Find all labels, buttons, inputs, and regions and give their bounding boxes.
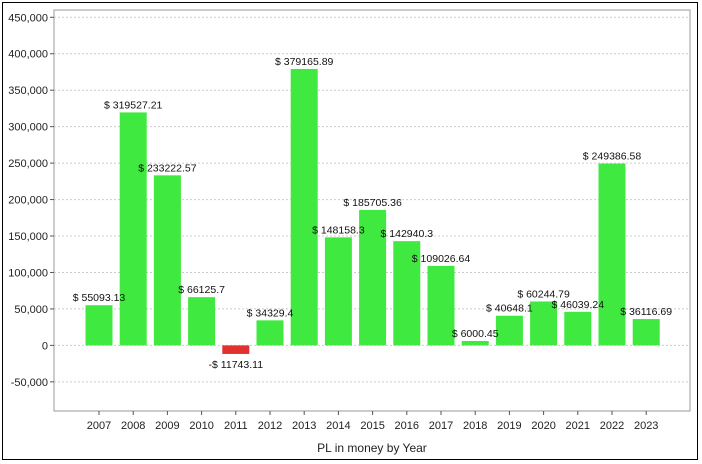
data-label-2017: $ 109026.64 bbox=[412, 253, 471, 265]
x-axis-ticks: 2007 2008 2009 2010 2011 2012 2013 2014 2015 2016… bbox=[87, 411, 658, 432]
x-tick-label: 2010 bbox=[189, 420, 213, 432]
data-label-2012: $ 34329.4 bbox=[247, 307, 294, 319]
data-label-2015: $ 185705.36 bbox=[343, 197, 402, 209]
bar-2023 bbox=[632, 319, 660, 346]
x-tick-label: 2018 bbox=[463, 420, 487, 432]
data-label-2011: -$ 11743.11 bbox=[209, 359, 264, 371]
data-label-2023: $ 36116.69 bbox=[620, 306, 672, 318]
x-tick-label: 2017 bbox=[429, 420, 453, 432]
bar-2020 bbox=[530, 301, 558, 346]
y-tick-label: 100,000 bbox=[8, 267, 48, 279]
data-label-2013: $ 379165.89 bbox=[275, 56, 334, 68]
data-label-2016: $ 142940.3 bbox=[381, 228, 434, 240]
y-tick-label: 200,000 bbox=[8, 195, 48, 207]
bar-2011 bbox=[222, 345, 250, 354]
y-tick-label: 450,000 bbox=[8, 12, 48, 24]
bar-2014 bbox=[324, 237, 352, 346]
x-tick-label: 2019 bbox=[497, 420, 521, 432]
x-tick-label: 2007 bbox=[87, 420, 111, 432]
data-label-2021: $ 46039.24 bbox=[552, 299, 605, 311]
x-tick-label: 2008 bbox=[121, 420, 145, 432]
x-tick-label: 2021 bbox=[566, 420, 590, 432]
bar-2022 bbox=[598, 163, 626, 346]
x-tick-label: 2022 bbox=[600, 420, 624, 432]
data-label-2010: $ 66125.7 bbox=[178, 284, 225, 296]
data-label-2018: $ 6000.45 bbox=[452, 328, 499, 340]
x-tick-label: 2015 bbox=[360, 420, 384, 432]
data-label-2009: $ 233222.57 bbox=[138, 162, 197, 174]
y-tick-label: 50,000 bbox=[14, 304, 48, 316]
y-tick-label: 300,000 bbox=[8, 122, 48, 134]
data-label-2019: $ 40648.1 bbox=[486, 303, 533, 315]
x-tick-label: 2023 bbox=[634, 420, 658, 432]
data-label-2022: $ 249386.58 bbox=[583, 151, 642, 163]
bar-2012 bbox=[256, 320, 284, 346]
y-tick-label: -50,000 bbox=[11, 377, 48, 389]
bars bbox=[85, 68, 660, 354]
x-tick-label: 2014 bbox=[326, 420, 350, 432]
y-tick-label: 0 bbox=[42, 340, 48, 352]
bar-2007 bbox=[85, 305, 113, 346]
y-tick-label: 250,000 bbox=[8, 158, 48, 170]
data-label-2020: $ 60244.79 bbox=[517, 288, 570, 300]
x-tick-label: 2020 bbox=[531, 420, 555, 432]
data-label-2008: $ 319527.21 bbox=[104, 99, 163, 111]
data-label-2014: $ 148158.3 bbox=[312, 224, 365, 236]
x-axis-label: PL in money by Year bbox=[317, 441, 427, 455]
bar-2008 bbox=[119, 112, 147, 346]
bar-2009 bbox=[153, 175, 181, 346]
bar-2013 bbox=[290, 68, 318, 346]
bar-2016 bbox=[393, 241, 421, 346]
x-tick-label: 2013 bbox=[292, 420, 316, 432]
bar-2021 bbox=[564, 311, 592, 346]
y-tick-label: 400,000 bbox=[8, 49, 48, 61]
y-tick-label: 350,000 bbox=[8, 85, 48, 97]
bar-2010 bbox=[188, 297, 216, 346]
bar-2019 bbox=[495, 315, 523, 346]
x-tick-label: 2012 bbox=[258, 420, 282, 432]
bar-2015 bbox=[359, 209, 387, 346]
x-tick-label: 2011 bbox=[224, 420, 248, 432]
y-tick-label: 150,000 bbox=[8, 231, 48, 243]
data-label-2007: $ 55093.13 bbox=[73, 292, 126, 304]
x-tick-label: 2009 bbox=[155, 420, 179, 432]
bar-2017 bbox=[427, 265, 455, 346]
x-tick-label: 2016 bbox=[395, 420, 419, 432]
bar-2018 bbox=[461, 341, 489, 346]
y-axis-ticks: -50,000 0 50,000 100,000 150,000 200,000 250,0… bbox=[8, 12, 54, 389]
data-labels: $ 55093.13 $ 319527.21 $ 233222.57 $ 66125.… bbox=[73, 56, 673, 371]
